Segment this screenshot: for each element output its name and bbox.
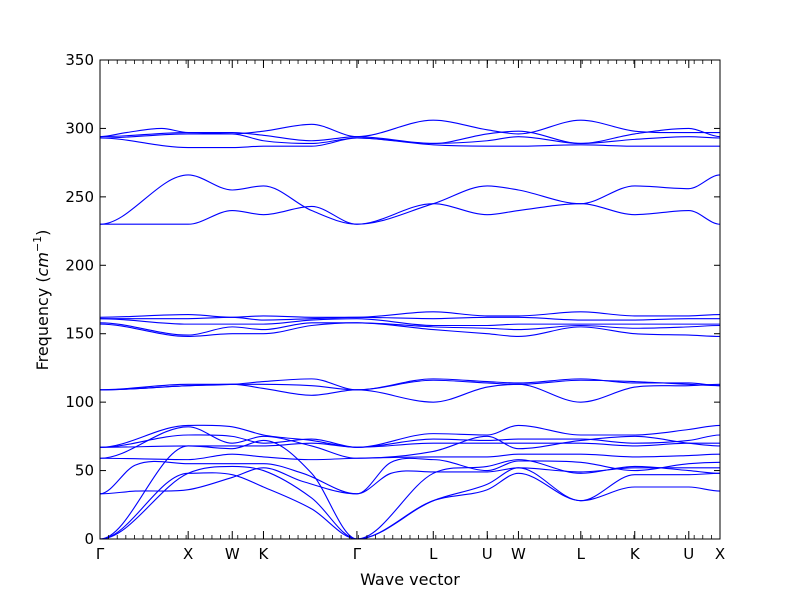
y-axis-label-unit: cm <box>33 252 52 276</box>
band-line-2 <box>99 465 721 540</box>
band-line-16 <box>99 318 720 327</box>
band-line-7 <box>99 426 721 459</box>
y-axis-label-close: ) <box>33 230 52 236</box>
x-tick-label-0: Γ <box>96 545 105 563</box>
x-tick-label-11: X <box>715 545 725 563</box>
x-axis-label: Wave vector <box>360 570 460 589</box>
x-tick-label-9: K <box>630 545 641 563</box>
band-line-8 <box>99 442 720 448</box>
y-tick-label-0: 0 <box>84 530 94 548</box>
y-tick-label-1: 50 <box>75 462 94 480</box>
band-line-20 <box>99 174 721 225</box>
band-line-24 <box>99 127 721 145</box>
band-line-23 <box>99 119 720 138</box>
y-ticks: 0 50 100 150 200 250 300 350 <box>65 51 720 548</box>
y-axis-label: Frequency (cm−1) <box>31 230 52 371</box>
x-tick-label-6: U <box>482 545 493 563</box>
y-tick-label-5: 250 <box>65 188 94 206</box>
x-tick-label-7: W <box>511 545 526 563</box>
y-tick-label-2: 100 <box>65 393 94 411</box>
band-line-21 <box>99 137 720 149</box>
y-tick-label-4: 200 <box>65 256 94 274</box>
band-line-13 <box>99 379 721 391</box>
band-line-5 <box>99 457 721 495</box>
x-tick-label-10: U <box>683 545 694 563</box>
band-line-9 <box>99 434 721 448</box>
x-tick-label-4: Γ <box>353 545 362 563</box>
y-axis-label-open: ( <box>33 276 52 287</box>
x-tick-label-3: K <box>259 545 270 563</box>
x-tick-label-1: X <box>183 545 193 563</box>
y-axis-label-text: Frequency <box>33 288 52 371</box>
x-tick-label-2: W <box>225 545 240 563</box>
band-line-10 <box>99 424 721 448</box>
y-tick-label-6: 300 <box>65 119 94 137</box>
x-tick-label-8: L <box>577 545 586 563</box>
band-line-18 <box>99 311 721 318</box>
band-line-15 <box>99 322 721 336</box>
y-axis-label-unit-exp: −1 <box>31 236 44 252</box>
band-line-19 <box>100 203 721 225</box>
y-tick-label-7: 350 <box>65 51 94 69</box>
band-line-6 <box>99 453 721 461</box>
x-tick-label-5: L <box>429 545 438 563</box>
band-lines <box>99 119 721 540</box>
band-line-14 <box>99 322 721 338</box>
plot-frame <box>99 59 721 540</box>
y-tick-label-3: 150 <box>65 325 94 343</box>
band-line-3 <box>99 439 721 540</box>
